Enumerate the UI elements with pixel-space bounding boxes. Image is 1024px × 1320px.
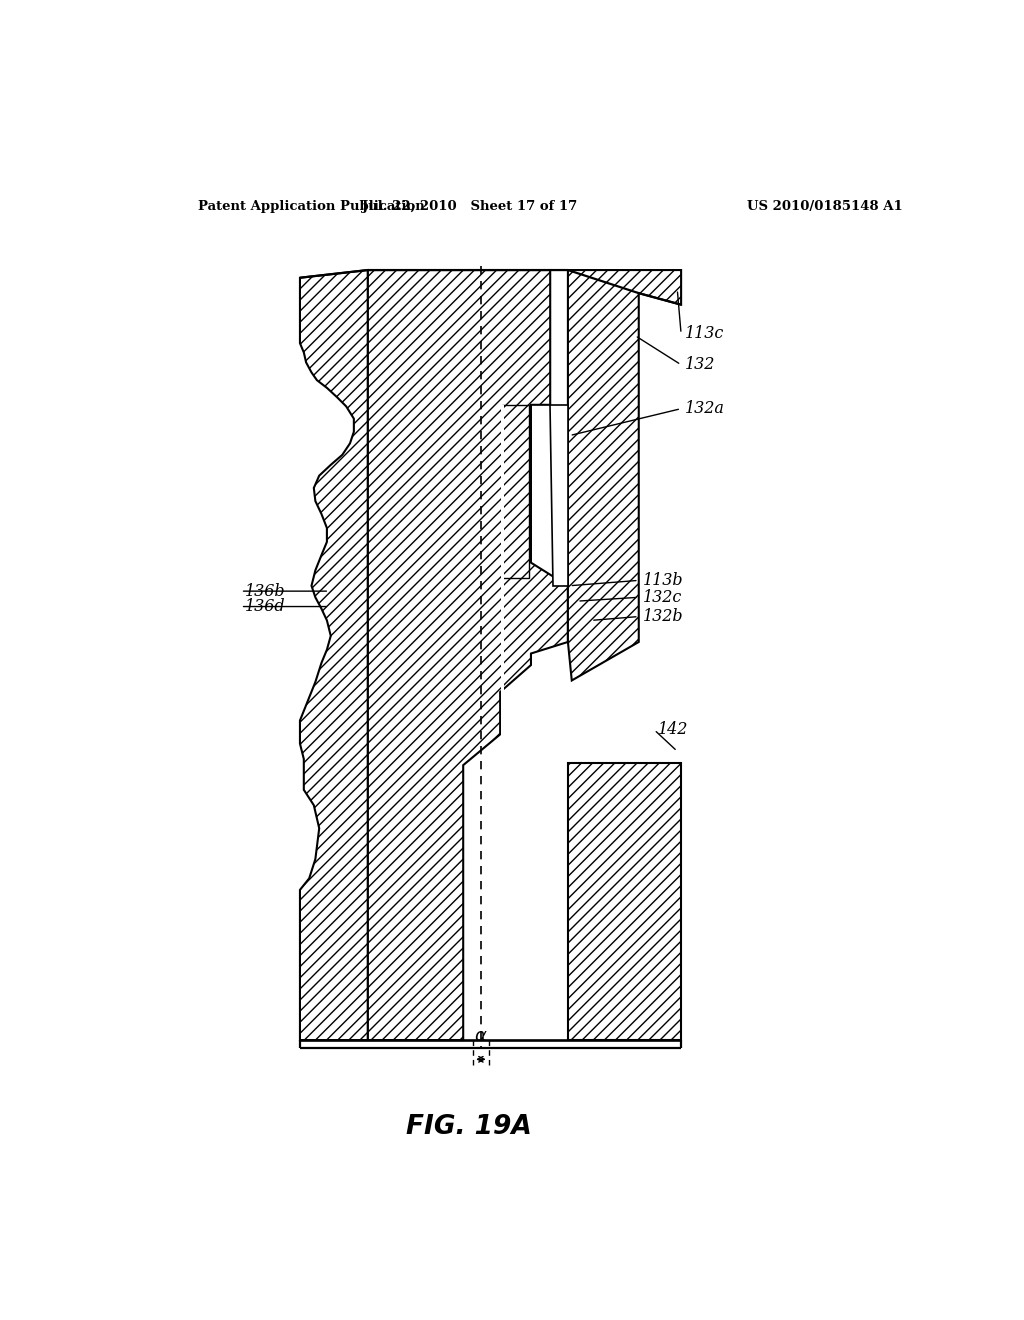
Text: 132a: 132a [685, 400, 725, 417]
Text: FIG. 19A: FIG. 19A [407, 1114, 532, 1140]
Text: 136b: 136b [245, 582, 285, 599]
Polygon shape [568, 763, 681, 1040]
Polygon shape [300, 271, 368, 1040]
Text: 132: 132 [685, 356, 716, 374]
Text: Patent Application Publication: Patent Application Publication [199, 199, 425, 213]
Text: US 2010/0185148 A1: US 2010/0185148 A1 [746, 199, 902, 213]
Text: 142: 142 [658, 721, 688, 738]
Text: $\alpha$: $\alpha$ [474, 1027, 487, 1045]
Polygon shape [568, 271, 681, 681]
Text: 132c: 132c [643, 589, 682, 606]
Polygon shape [503, 405, 528, 578]
Polygon shape [550, 405, 568, 586]
Text: 113b: 113b [643, 572, 683, 589]
Text: 113c: 113c [685, 326, 724, 342]
Text: 132b: 132b [643, 609, 683, 626]
Polygon shape [501, 405, 504, 804]
Text: 136d: 136d [245, 598, 285, 615]
Text: Jul. 22, 2010   Sheet 17 of 17: Jul. 22, 2010 Sheet 17 of 17 [361, 199, 577, 213]
Polygon shape [368, 271, 568, 1040]
